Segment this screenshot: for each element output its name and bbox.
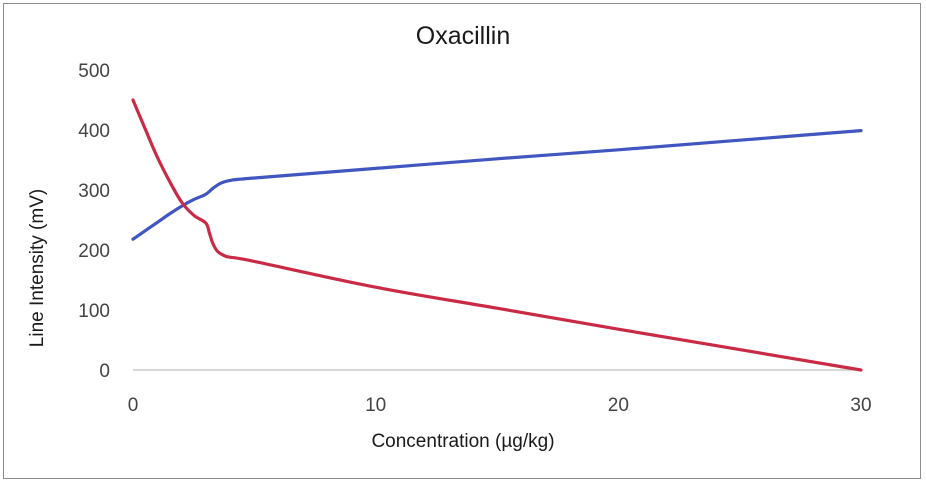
series-line-2 bbox=[131, 98, 863, 372]
y-axis-label: Line Intensity (mV) bbox=[27, 189, 48, 347]
x-tick-label: 20 bbox=[608, 395, 629, 416]
y-tick-label: 400 bbox=[78, 121, 110, 142]
y-tick-label: 0 bbox=[99, 361, 110, 382]
chart-frame bbox=[3, 3, 921, 479]
x-tick-label: 30 bbox=[850, 395, 871, 416]
chart-title: Oxacillin bbox=[416, 22, 510, 50]
series-line-1 bbox=[131, 129, 863, 241]
y-tick-label: 500 bbox=[78, 61, 110, 82]
y-tick-label: 100 bbox=[78, 301, 110, 322]
x-tick-labels: 0 10 20 30 bbox=[128, 395, 872, 416]
x-tick-label: 10 bbox=[365, 395, 386, 416]
x-tick-label: 0 bbox=[128, 395, 139, 416]
x-axis-label: Concentration (µg/kg) bbox=[371, 431, 554, 452]
y-tick-label: 300 bbox=[78, 181, 110, 202]
y-tick-label: 200 bbox=[78, 241, 110, 262]
series-layer bbox=[131, 98, 863, 372]
y-tick-labels: 0 100 200 300 400 500 bbox=[78, 61, 110, 382]
